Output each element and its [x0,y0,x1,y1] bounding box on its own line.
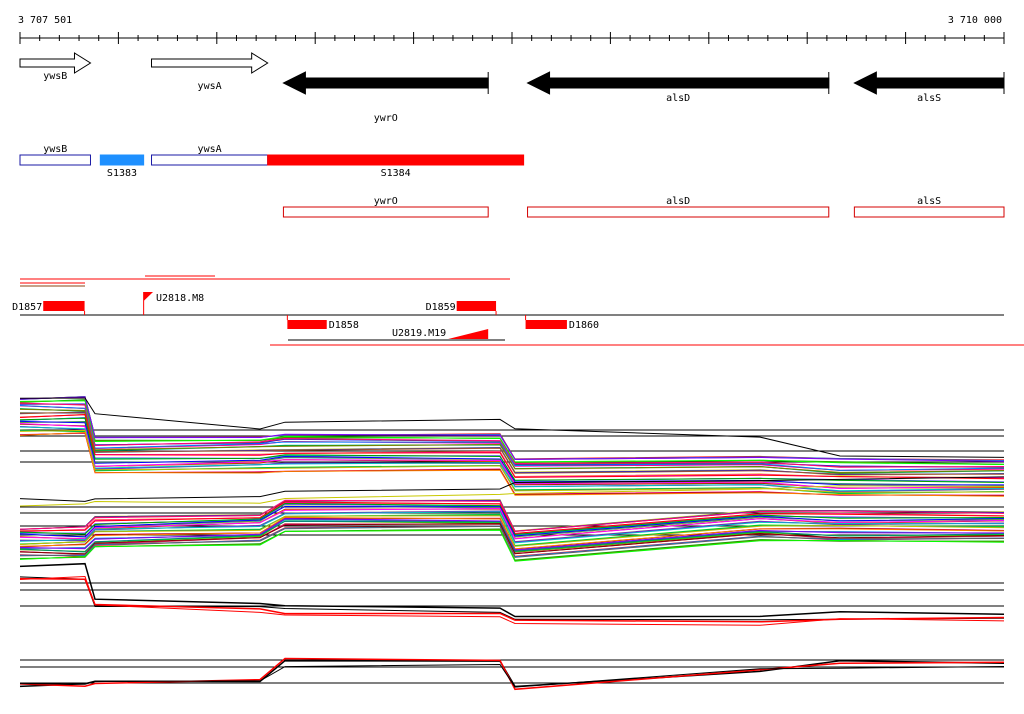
profile-line [19,529,1005,562]
profile-line [19,575,1005,626]
feature-D1857 [43,301,85,311]
operon-label: ywrO [374,196,398,207]
profile-line [19,562,1005,618]
profile-line [19,413,1005,480]
feature-label: D1857 [12,302,42,313]
gene-arrow-ywsA [151,52,269,74]
feature-label: U2819.M19 [392,328,446,339]
profile-line [19,657,1005,691]
operon-alsD [527,206,830,218]
profile-line [19,505,1005,538]
coordinate-scale: 3 707 501 3 710 000 [18,15,1005,44]
profile-line [19,411,1005,475]
feature-D1860 [525,320,567,329]
segment-label: S1384 [381,168,411,179]
operon-ywrO [282,206,489,218]
profile-line [19,507,1005,540]
scale-ticks [19,32,1005,44]
profile-line [19,400,1005,465]
gene-arrow-label: ywrO [374,113,398,124]
profile-line [19,396,1005,461]
feature-D1858 [287,320,327,329]
feature-D1859 [456,301,497,311]
segment-label: ywsA [198,144,222,155]
profile-line [19,417,1005,483]
profile-line [19,511,1005,544]
profile-line [19,485,1005,507]
operon-label: alsD [666,196,690,207]
gene-arrows-track: ywsB ywsA ywrO alsD alsS [19,52,1005,124]
gene-arrow-label: alsD [666,93,690,104]
profile-line [19,499,1005,532]
profile-line [19,431,1005,497]
segment-ywsB [19,154,91,166]
features-track: D1857 U2818.M8 D1859 D1858 U2819.M19 D1860 [12,275,1024,346]
feature-U2819.M19 [448,329,489,339]
operons-track: ywrO alsD alsS [282,196,1005,218]
operon-alsS [853,206,1005,218]
profile-line [19,423,1005,490]
profile-line [19,523,1005,555]
profile-line [19,663,1005,688]
profile-line [19,501,1005,534]
profile-line [19,525,1005,558]
profile-line [19,476,1005,502]
segment-S1384 [267,154,525,166]
expression-profiles [19,395,1005,691]
profile-line [19,502,1005,536]
gene-arrow-alsS [853,71,1005,95]
feature-label: D1860 [569,320,599,331]
segments-track: ywsB S1383 ywsA S1384 [19,144,525,179]
feature-label: D1859 [426,302,456,313]
segment-label: S1383 [107,168,137,179]
profile-line [19,420,1005,486]
gene-arrow-alsD [526,71,830,95]
profile-line [19,520,1005,553]
feature-label: D1858 [329,320,359,331]
gene-arrow-label: ywsA [198,81,222,92]
profile-line [19,515,1005,547]
gene-arrow-ywsB [19,52,92,74]
profile-line [19,429,1005,493]
profile-line [19,402,1005,468]
scale-start-label: 3 707 501 [18,15,72,26]
profile-line [19,516,1005,550]
operon-label: alsS [917,196,941,207]
segment-S1383 [99,154,145,166]
feature-U2818.M8 [143,292,154,301]
profile-line [19,396,1005,462]
segment-label: ywsB [43,144,67,155]
gene-arrow-label: ywsB [43,71,67,82]
profile-line [19,397,1005,458]
scale-end-label: 3 710 000 [948,15,1002,26]
gene-arrow-label: alsS [917,93,941,104]
segment-ywsA [151,154,269,166]
gene-arrow-ywrO [282,71,489,95]
profile-line [19,518,1005,551]
feature-label: U2818.M8 [156,293,204,304]
